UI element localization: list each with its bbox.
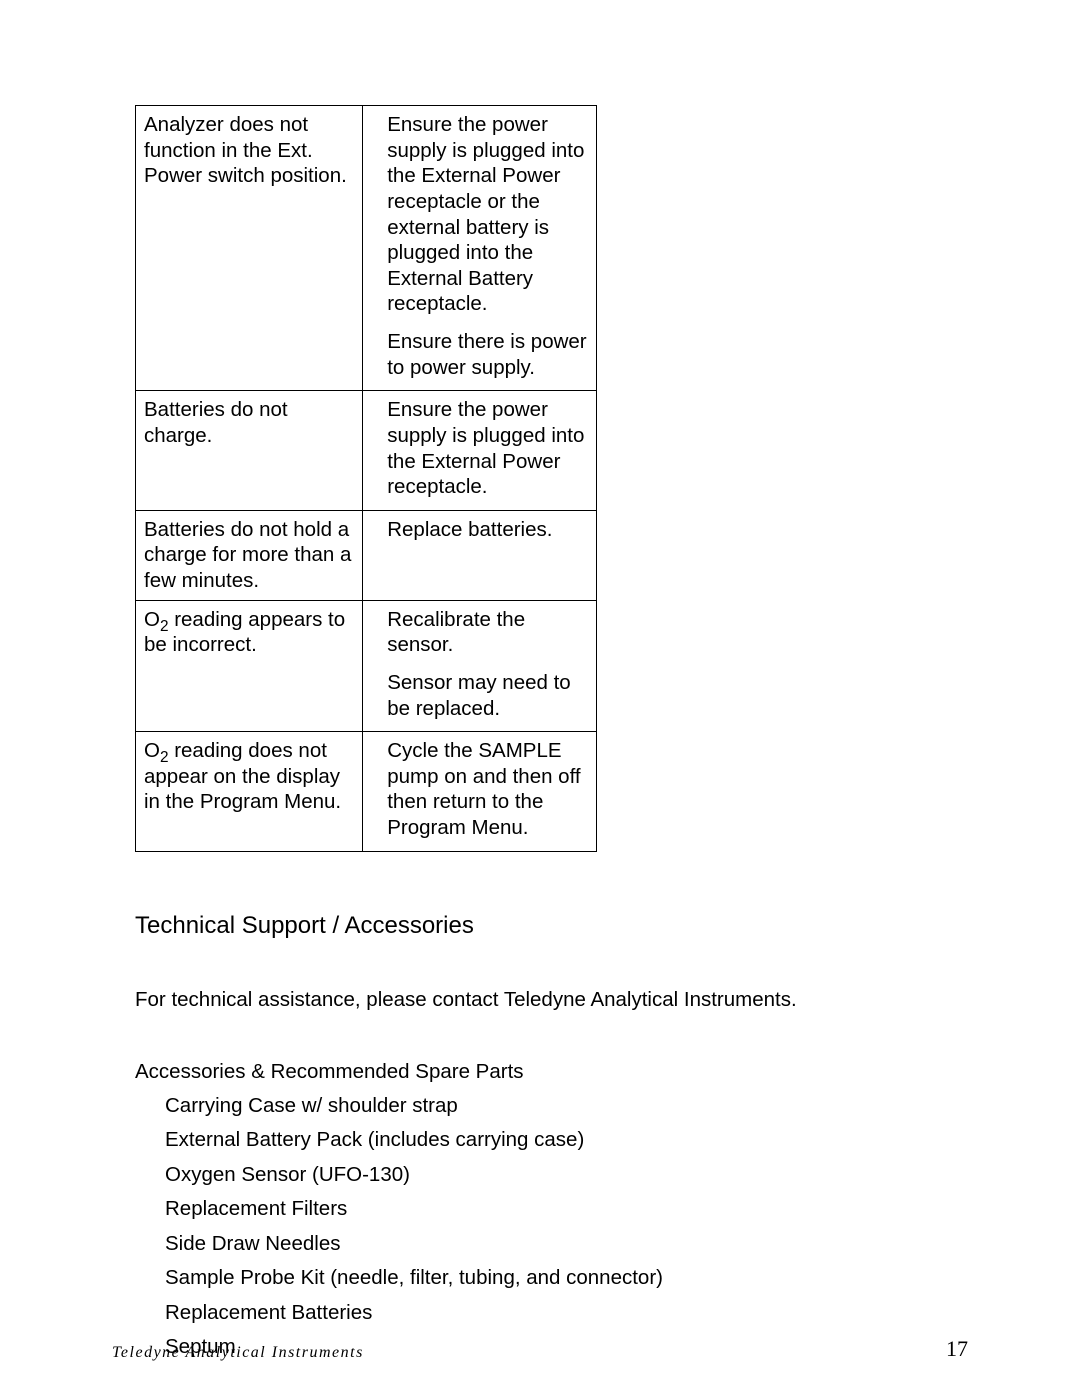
table-row: O2 reading appears to be incorrect. Reca… [136,600,597,732]
list-item: Side Draw Needles [165,1234,945,1255]
problem-cell: O2 reading does not appear on the displa… [136,732,363,852]
solution-text: Replace batteries. [387,517,588,543]
problem-cell: O2 reading appears to be incorrect. [136,600,363,732]
section-heading: Technical Support / Accessories [135,912,945,940]
list-item: Replacement Batteries [165,1303,945,1324]
solution-text: Cycle the SAMPLE pump on and then off th… [387,738,588,841]
problem-text: O2 reading appears to be incorrect. [144,608,345,657]
table-row: Analyzer does not function in the Ext. P… [136,106,597,391]
solution-cell: Ensure the power supply is plugged into … [363,391,597,511]
footer-page-number: 17 [946,1336,968,1362]
problem-cell: Batteries do not hold a charge for more … [136,510,363,600]
problem-cell: Analyzer does not function in the Ext. P… [136,106,363,391]
page-footer: Teledyne Analytical Instruments 17 [112,1334,968,1362]
solution-text: Recalibrate the sensor. [387,607,588,658]
solution-text: Sensor may need to be replaced. [387,670,588,721]
list-item: External Battery Pack (includes carrying… [165,1130,945,1151]
solution-cell: Cycle the SAMPLE pump on and then off th… [363,732,597,852]
solution-cell: Replace batteries. [363,510,597,600]
list-item: Carrying Case w/ shoulder strap [165,1096,945,1117]
accessories-list: Carrying Case w/ shoulder strap External… [165,1096,945,1358]
problem-text: O2 reading does not appear on the displa… [144,739,341,813]
lead-paragraph: For technical assistance, please contact… [135,988,945,1012]
problem-cell: Batteries do not charge. [136,391,363,511]
solution-cell: Recalibrate the sensor. Sensor may need … [363,600,597,732]
list-item: Sample Probe Kit (needle, filter, tubing… [165,1268,945,1289]
solution-text: Ensure the power supply is plugged into … [387,397,588,500]
list-item: Replacement Filters [165,1199,945,1220]
table-row: Batteries do not hold a charge for more … [136,510,597,600]
page-content: Analyzer does not function in the Ext. P… [135,105,945,1372]
list-item: Oxygen Sensor (UFO-130) [165,1165,945,1186]
solution-text: Ensure the power supply is plugged into … [387,112,588,317]
table-row: O2 reading does not appear on the displa… [136,732,597,852]
solution-text: Ensure there is power to power supply. [387,329,588,380]
footer-company: Teledyne Analytical Instruments [112,1344,364,1362]
solution-cell: Ensure the power supply is plugged into … [363,106,597,391]
table-row: Batteries do not charge. Ensure the powe… [136,391,597,511]
troubleshoot-table: Analyzer does not function in the Ext. P… [135,105,597,852]
accessories-heading: Accessories & Recommended Spare Parts [135,1060,945,1084]
